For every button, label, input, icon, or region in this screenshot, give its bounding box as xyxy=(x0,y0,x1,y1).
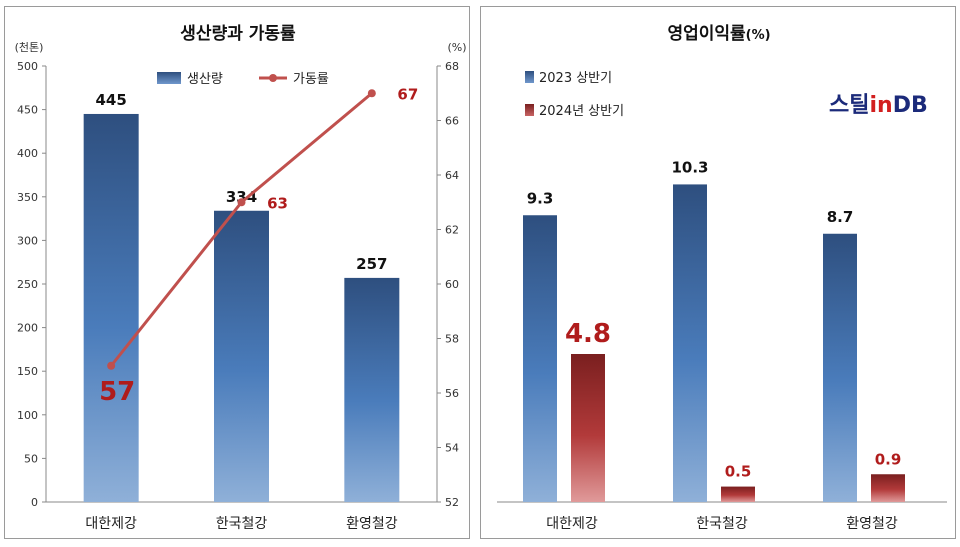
legend-swatch-2023 xyxy=(525,71,534,83)
bar-production xyxy=(83,113,139,503)
legend-label-production: 생산량 xyxy=(187,72,223,87)
line-value-label: 63 xyxy=(267,194,288,212)
bar-2024-h1 xyxy=(571,354,605,502)
left-tick-label: 500 xyxy=(17,60,38,73)
legend: 생산량 가동률 xyxy=(157,72,329,87)
left-tick-label: 0 xyxy=(31,496,38,509)
production-utilization-chart: 생산량과 가동률 (천톤) (%) 0 50 100 150 200 250 300 350 4… xyxy=(15,24,467,532)
bar-2024-h1 xyxy=(871,474,905,502)
category-label: 환영철강 xyxy=(846,516,898,532)
left-tick-label: 300 xyxy=(17,234,38,247)
bar-value-label: 10.3 xyxy=(671,158,708,176)
line-value-label: 57 xyxy=(99,377,135,407)
legend: 2023 상반기 2024년 상반기 xyxy=(525,71,624,119)
legend-swatch-production xyxy=(157,72,181,84)
right-tick-label: 66 xyxy=(445,115,459,128)
bar-value-label: 257 xyxy=(356,255,387,273)
chart-title-suffix: (%) xyxy=(746,28,771,43)
right-tick-label: 52 xyxy=(445,496,459,509)
legend-label-utilization: 가동률 xyxy=(293,72,329,87)
left-tick-label: 450 xyxy=(17,104,38,117)
left-tick-label: 350 xyxy=(17,191,38,204)
legend-label-2024: 2024년 상반기 xyxy=(539,104,624,119)
right-tick-label: 68 xyxy=(445,60,459,73)
logo-part2: in xyxy=(869,93,892,118)
category-label: 한국철강 xyxy=(696,516,748,532)
bar-value-label: 334 xyxy=(226,188,257,206)
right-axis-unit: (%) xyxy=(447,41,466,54)
right-tick-label: 58 xyxy=(445,333,459,346)
legend-marker-utilization xyxy=(269,74,277,82)
logo-text: 스틸inDB xyxy=(829,93,928,118)
legend-swatch-2024 xyxy=(525,104,534,116)
line-point xyxy=(107,361,116,370)
line-point xyxy=(237,198,246,207)
bar-value-label: 8.7 xyxy=(827,208,854,226)
operating-margin-chart: 영업이익률(%) 스틸inDB 9.3 4.8 대한제강 10.3 0.5 한국철강 8.7… xyxy=(497,24,947,532)
left-tick-label: 50 xyxy=(24,452,38,465)
right-tick-label: 64 xyxy=(445,169,459,182)
line-point xyxy=(367,89,376,98)
bar-value-label: 445 xyxy=(96,91,127,109)
left-tick-label: 150 xyxy=(17,365,38,378)
bar-value-label: 4.8 xyxy=(565,319,611,349)
logo-part1: 스틸 xyxy=(829,93,869,118)
chart-title: 영업이익률(%) xyxy=(667,24,770,44)
bar-2023-h1 xyxy=(523,215,557,502)
production-utilization-panel: 생산량과 가동률 (천톤) (%) 0 50 100 150 200 250 300 350 4… xyxy=(4,6,470,539)
line-value-label: 67 xyxy=(397,85,418,103)
left-tick-label: 100 xyxy=(17,409,38,422)
bar-2024-h1 xyxy=(721,486,755,502)
category-label: 대한제강 xyxy=(546,516,598,532)
chart-title-main: 영업이익률 xyxy=(667,24,746,44)
left-tick-label: 200 xyxy=(17,322,38,335)
category-label: 대한제강 xyxy=(85,516,137,532)
right-tick-label: 62 xyxy=(445,224,459,237)
bar-production xyxy=(344,277,400,502)
category-label: 환영철강 xyxy=(346,516,398,532)
left-axis-unit: (천톤) xyxy=(15,40,44,54)
bar-value-label: 9.3 xyxy=(527,189,554,207)
left-tick-label: 400 xyxy=(17,147,38,160)
bar-value-label: 0.5 xyxy=(725,463,752,481)
bar-2023-h1 xyxy=(823,233,857,502)
steelindb-logo: 스틸inDB xyxy=(829,93,928,118)
right-tick-label: 60 xyxy=(445,278,459,291)
bar-value-label: 0.9 xyxy=(875,450,902,468)
right-tick-label: 54 xyxy=(445,442,459,455)
chart-title: 생산량과 가동률 xyxy=(180,24,296,44)
logo-part3: DB xyxy=(893,93,928,118)
category-label: 한국철강 xyxy=(216,516,268,532)
legend-label-2023: 2023 상반기 xyxy=(539,71,612,86)
left-tick-label: 250 xyxy=(17,278,38,291)
bar-2023-h1 xyxy=(673,184,707,502)
right-tick-label: 56 xyxy=(445,387,459,400)
bar-production xyxy=(214,210,269,502)
operating-margin-panel: 영업이익률(%) 스틸inDB 9.3 4.8 대한제강 10.3 0.5 한국철강 8.7… xyxy=(480,6,956,539)
